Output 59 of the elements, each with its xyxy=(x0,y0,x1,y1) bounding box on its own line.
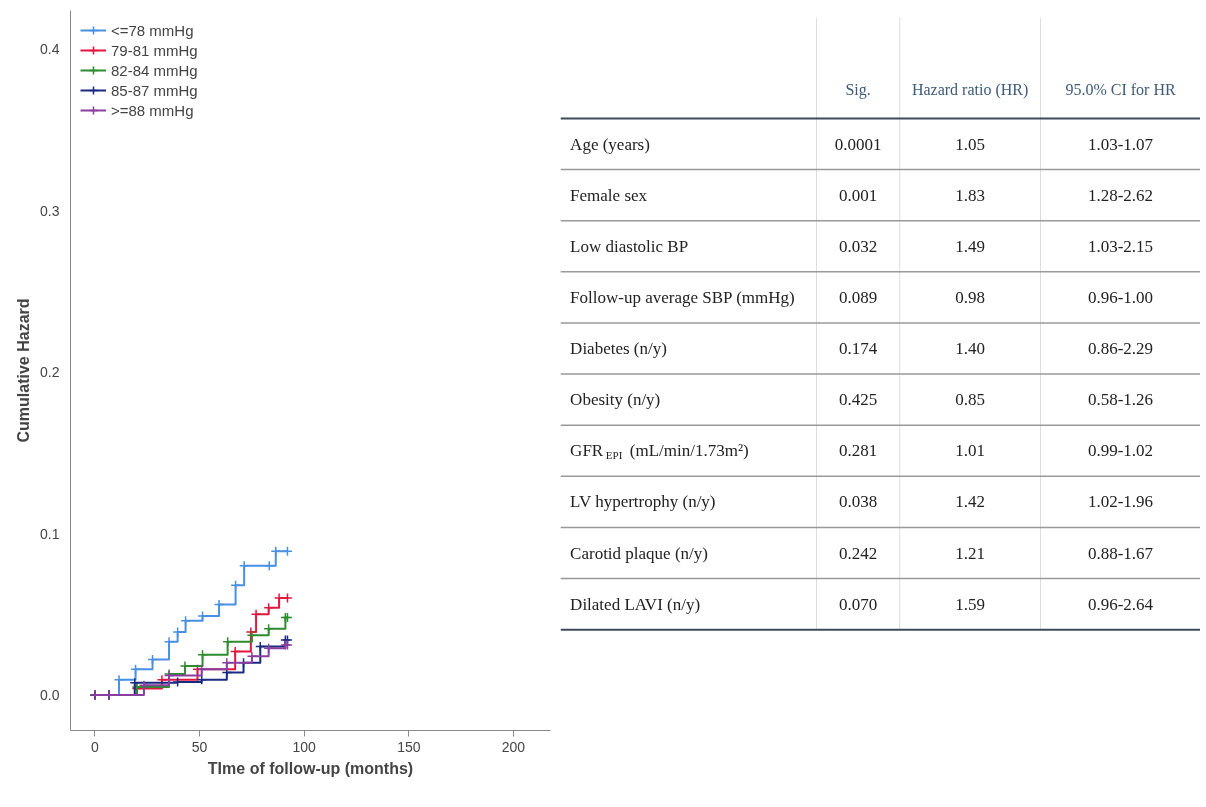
data-label: 0.58-1.26 xyxy=(1087,390,1154,410)
category-label: Low diastolic BP xyxy=(570,236,689,256)
data-label: 0.96-2.64 xyxy=(1087,594,1154,614)
data-label: 0.85 xyxy=(955,390,985,410)
text: Sig. xyxy=(845,81,871,100)
data-label: 1.59 xyxy=(955,594,985,614)
x-axis-title: TIme of follow-up (months) xyxy=(207,759,414,777)
data-label: 1.02-1.96 xyxy=(1087,492,1154,512)
x-tick-label: 0 xyxy=(91,738,100,755)
legend-label: >=88 mmHg xyxy=(111,101,194,119)
category-label: Age (years) xyxy=(570,134,650,154)
legend-label: 82-84 mmHg xyxy=(111,61,198,79)
data-label: 1.03-2.15 xyxy=(1087,236,1154,256)
x-tick-label: 150 xyxy=(397,738,421,755)
category-label: Carotid plaque (n/y) xyxy=(570,543,708,563)
data-label: 0.88-1.67 xyxy=(1087,543,1154,563)
data-label: 1.28-2.62 xyxy=(1087,185,1154,205)
data-label: 0.0001 xyxy=(834,134,882,154)
text: 95.0% CI for HR xyxy=(1065,81,1176,99)
data-label: 1.21 xyxy=(955,543,985,563)
y-tick-label: 0.2 xyxy=(40,364,60,381)
legend-label: 85-87 mmHg xyxy=(111,81,198,99)
x-tick-label: 100 xyxy=(292,738,317,755)
text: Hazard ratio (HR) xyxy=(911,81,1029,100)
x-tick-label: 200 xyxy=(501,738,526,755)
data-label: 0.86-2.29 xyxy=(1087,339,1154,359)
category-label: Female sex xyxy=(570,185,648,205)
data-label: 0.174 xyxy=(838,339,878,359)
data-label: 0.98 xyxy=(955,287,985,307)
category-label: Diabetes (n/y) xyxy=(570,339,667,359)
data-label: 0.038 xyxy=(838,492,878,512)
data-label: 0.96-1.00 xyxy=(1087,287,1154,307)
y-axis-title: Cumulative Hazard xyxy=(15,298,33,443)
y-tick-label: 0.0 xyxy=(40,686,60,703)
data-label: 1.05 xyxy=(955,134,985,154)
data-label: 0.242 xyxy=(838,543,878,563)
data-label: 0.425 xyxy=(838,390,878,410)
data-label: 1.83 xyxy=(955,185,985,205)
data-label: 0.089 xyxy=(838,287,878,307)
y-tick-label: 0.3 xyxy=(40,202,60,219)
data-label: 1.03-1.07 xyxy=(1087,134,1154,154)
category-label: Follow-up average SBP (mmHg) xyxy=(570,287,795,307)
data-label: 1.01 xyxy=(955,441,985,461)
category-label: LV hypertrophy (n/y) xyxy=(570,492,716,512)
data-label: 1.40 xyxy=(955,339,985,359)
data-label: 1.49 xyxy=(955,236,985,256)
category-label: Obesity (n/y) xyxy=(570,390,661,410)
category-label: Dilated LAVI (n/y) xyxy=(570,594,701,614)
data-label: 0.281 xyxy=(838,441,878,461)
legend-label: <=78 mmHg xyxy=(111,21,194,39)
legend-label: 79-81 mmHg xyxy=(111,41,198,59)
data-label: 0.070 xyxy=(838,594,878,614)
data-label: 0.001 xyxy=(838,185,878,205)
data-label: 0.032 xyxy=(838,236,878,256)
data-label: 0.99-1.02 xyxy=(1087,441,1154,461)
y-tick-label: 0.1 xyxy=(40,525,60,542)
x-tick-label: 50 xyxy=(191,738,208,755)
y-tick-label: 0.4 xyxy=(40,41,60,58)
data-label: 1.42 xyxy=(955,492,985,512)
